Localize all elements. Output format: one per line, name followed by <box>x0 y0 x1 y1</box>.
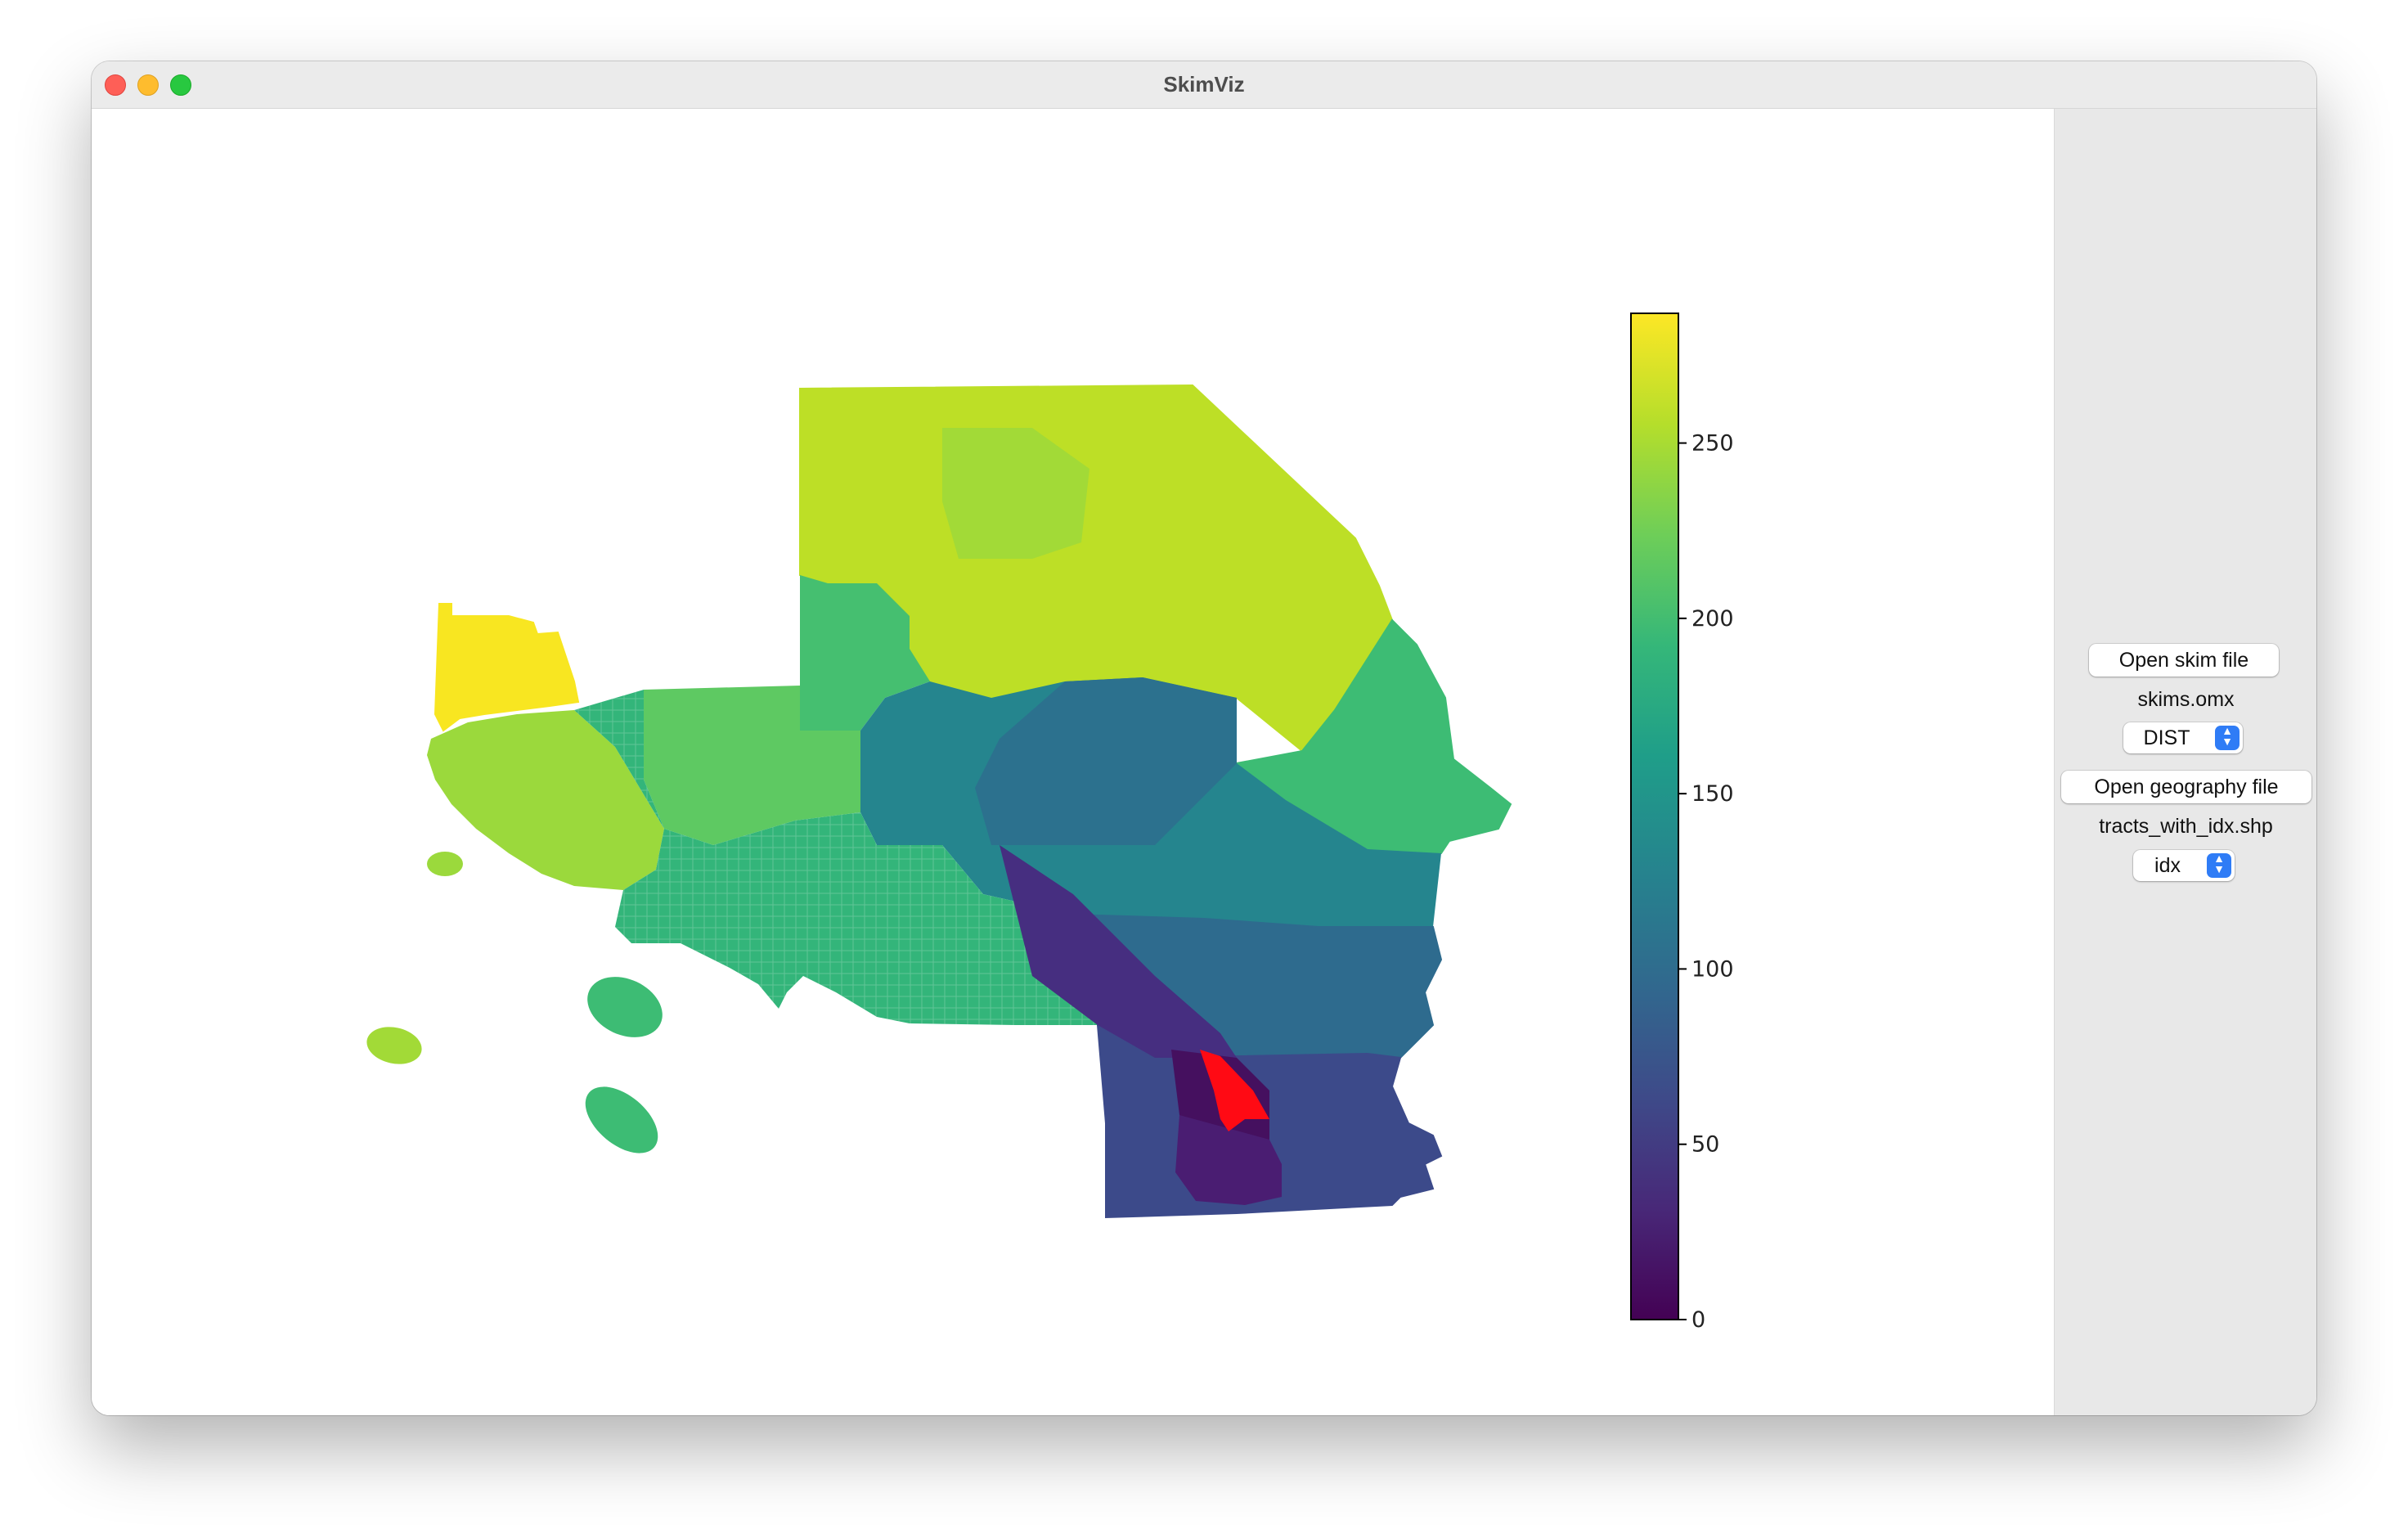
region-north-inner <box>942 428 1089 559</box>
chevron-updown-icon: ▲ ▼ <box>2207 852 2231 878</box>
skim-file-label: skims.omx <box>2137 688 2235 711</box>
region-mid-green <box>800 575 930 731</box>
region-dark-south <box>1175 1115 1282 1205</box>
colorbar: 0 50 100 150 200 250 <box>1630 313 1734 1333</box>
field-select[interactable]: idx ▲ ▼ <box>2133 850 2235 881</box>
field-select-value: idx <box>2154 854 2181 877</box>
island-1 <box>427 852 463 876</box>
colorbar-ticks: 0 50 100 150 200 250 <box>1678 431 1734 1333</box>
open-skim-file-button[interactable]: Open skim file <box>2089 644 2279 677</box>
region-la-tracts <box>574 690 1098 1025</box>
region-west-green <box>644 686 860 845</box>
colorbar-tick-label: 150 <box>1691 781 1734 807</box>
map-area: 0 50 100 150 200 250 <box>92 109 2054 1415</box>
title-bar: SkimViz <box>92 61 2316 109</box>
colorbar-tick-label: 100 <box>1691 956 1734 982</box>
island-4 <box>585 1086 658 1154</box>
map-regions <box>366 384 1512 1219</box>
colorbar-gradient <box>1630 313 1679 1320</box>
minimize-window-button[interactable] <box>137 74 159 96</box>
colorbar-tick-label: 50 <box>1691 1132 1719 1158</box>
app-window: SkimViz <box>92 61 2316 1415</box>
highlighted-zone[interactable] <box>1200 1050 1269 1131</box>
region-far-northwest <box>434 603 580 732</box>
island-3 <box>587 977 663 1037</box>
open-geography-file-button[interactable]: Open geography file <box>2061 771 2311 803</box>
region-coast-west <box>427 710 664 890</box>
sidebar: Open skim file skims.omx DIST ▲ ▼ Open ge… <box>2054 109 2316 1415</box>
region-middle-dark <box>975 677 1237 845</box>
region-corridor <box>1000 845 1237 1058</box>
island-2 <box>366 1027 422 1064</box>
colorbar-tick-label: 200 <box>1691 606 1734 632</box>
colorbar-tick-label: 250 <box>1691 431 1734 456</box>
choropleth-map[interactable]: 0 50 100 150 200 250 <box>92 109 2054 1415</box>
matrix-select-value: DIST <box>2143 726 2190 749</box>
close-window-button[interactable] <box>105 74 126 96</box>
zoom-window-button[interactable] <box>170 74 191 96</box>
geography-file-label: tracts_with_idx.shp <box>2099 815 2273 838</box>
colorbar-tick-label: 0 <box>1691 1307 1705 1333</box>
matrix-select[interactable]: DIST ▲ ▼ <box>2123 722 2243 753</box>
window-title: SkimViz <box>1163 72 1245 97</box>
chevron-updown-icon: ▲ ▼ <box>2215 725 2240 750</box>
